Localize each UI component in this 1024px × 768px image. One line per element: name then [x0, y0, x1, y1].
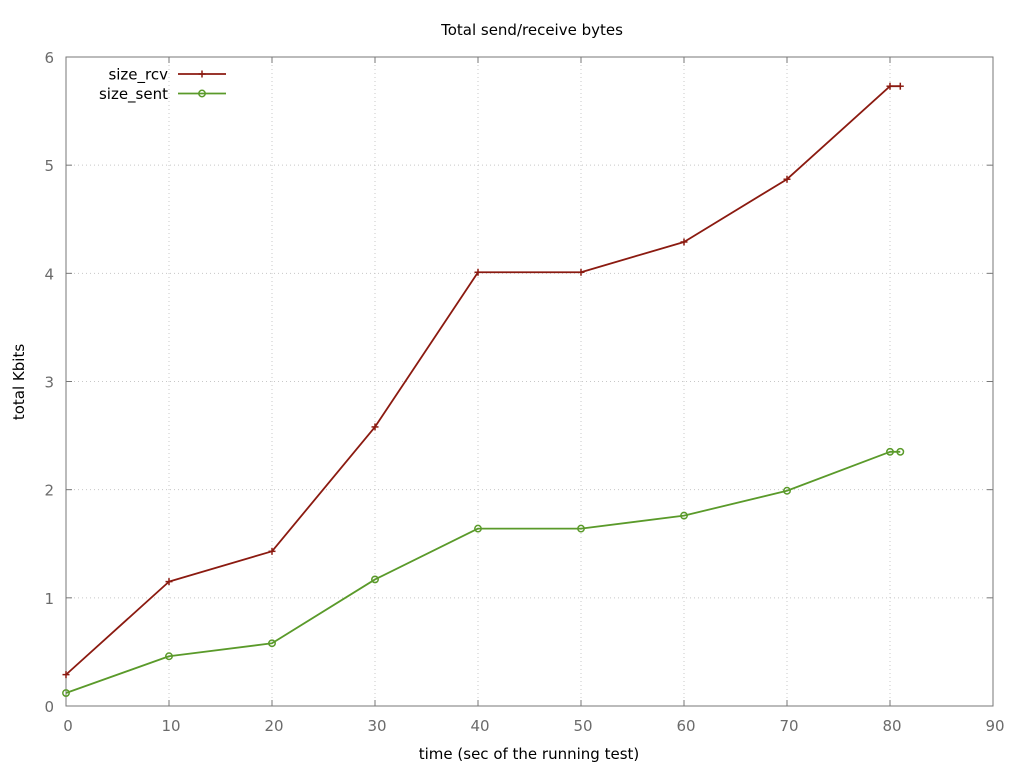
y-tick-label: 0: [44, 698, 54, 716]
data-point: [680, 238, 688, 246]
x-tick-label: 40: [470, 717, 489, 735]
data-point: [680, 511, 688, 520]
data-point: [268, 639, 276, 648]
x-tick-label: 10: [161, 717, 180, 735]
y-tick-label: 5: [44, 157, 54, 175]
y-axis-label: total Kbits: [10, 344, 28, 420]
legend-marker: [198, 89, 206, 98]
data-point: [62, 671, 70, 679]
data-point: [896, 447, 905, 456]
data-point: [371, 423, 379, 431]
legend-label: size_sent: [99, 85, 168, 104]
data-point: [886, 447, 894, 456]
series-line: [65, 450, 901, 694]
data-point: [577, 524, 585, 533]
data-point: [371, 575, 379, 584]
series-size-sent: [62, 447, 905, 697]
y-tick-label: 4: [44, 265, 54, 283]
x-tick-label: 80: [882, 717, 901, 735]
data-point: [896, 82, 904, 90]
y-tick-label: 1: [44, 590, 54, 608]
grid-lines: [66, 57, 993, 706]
data-point: [577, 268, 585, 276]
data-point: [165, 652, 173, 661]
data-point: [62, 689, 70, 697]
data-point: [165, 578, 173, 586]
y-tick-label: 3: [44, 374, 54, 392]
axis-ticks: 0 10 20 30 40 50 60 70 80 90 0 1 2 3 4 5 6: [44, 49, 1004, 735]
series-layer: [62, 82, 905, 697]
x-tick-label: 30: [367, 717, 386, 735]
x-tick-label: 0: [63, 717, 73, 735]
data-point: [474, 524, 482, 533]
legend-label: size_rcv: [108, 66, 168, 85]
series-size-rcv: [62, 82, 904, 679]
y-tick-label: 6: [44, 49, 54, 67]
data-point: [783, 175, 791, 183]
chart-title: Total send/receive bytes: [440, 21, 623, 39]
data-point: [783, 486, 791, 495]
data-point: [268, 547, 276, 555]
x-tick-label: 90: [985, 717, 1004, 735]
plot-frame: [65, 56, 994, 707]
series-line: [65, 85, 901, 676]
x-tick-label: 20: [264, 717, 283, 735]
data-point: [474, 268, 482, 276]
x-tick-label: 60: [676, 717, 695, 735]
data-point: [886, 82, 894, 90]
x-tick-label: 50: [573, 717, 592, 735]
x-tick-label: 70: [779, 717, 798, 735]
x-axis-label: time (sec of the running test): [419, 745, 640, 763]
legend-marker: [198, 70, 206, 78]
y-tick-label: 2: [44, 482, 54, 500]
